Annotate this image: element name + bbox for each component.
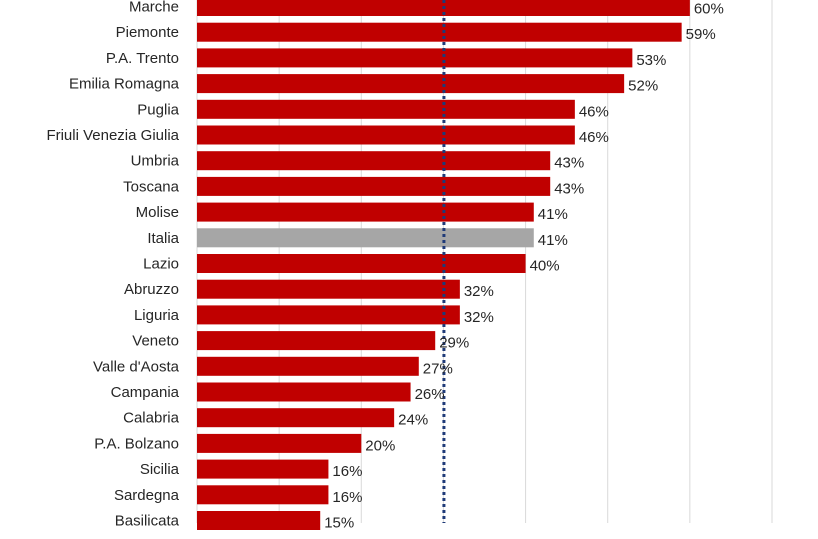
bar (197, 151, 551, 171)
value-label: 16% (332, 463, 362, 480)
category-label: Marche (129, 0, 179, 16)
category-label: Sicilia (140, 461, 180, 478)
bar (197, 305, 460, 325)
category-label: Friuli Venezia Giulia (46, 127, 179, 144)
value-label: 32% (464, 309, 494, 326)
category-label: Liguria (134, 307, 180, 324)
value-label: 26% (415, 386, 445, 403)
category-label: Puglia (137, 101, 179, 118)
bar (197, 125, 575, 145)
category-labels: Marche Piemonte P.A. Trento Emilia Romagna P… (46, 0, 179, 530)
category-label: Calabria (123, 410, 180, 427)
bars (197, 0, 690, 530)
bar (197, 176, 551, 196)
category-label: Abruzzo (124, 281, 179, 298)
value-label: 40% (530, 258, 560, 275)
value-label: 41% (538, 232, 568, 249)
category-label: Lazio (143, 256, 179, 273)
category-label: Valle d'Aosta (93, 358, 180, 375)
category-label: Italia (147, 230, 179, 247)
value-label: 46% (579, 129, 609, 146)
category-label: Piemonte (116, 24, 179, 41)
category-label: Umbria (131, 153, 180, 170)
bar (197, 356, 419, 376)
bar (197, 511, 321, 530)
value-label: 43% (554, 155, 584, 172)
bar (197, 459, 329, 479)
value-label: 15% (324, 515, 354, 532)
value-label: 32% (464, 283, 494, 300)
value-label: 41% (538, 206, 568, 223)
bar (197, 48, 633, 68)
bar (197, 279, 460, 299)
category-label: Emilia Romagna (69, 76, 180, 93)
category-label: Sardegna (114, 487, 180, 504)
bar (197, 254, 526, 273)
category-label: Molise (136, 204, 179, 221)
bar (197, 74, 625, 94)
value-label: 20% (365, 437, 395, 454)
value-label: 59% (686, 26, 716, 43)
bar (197, 202, 534, 222)
bar (197, 433, 362, 453)
value-label: 46% (579, 103, 609, 120)
value-label: 24% (398, 412, 428, 429)
value-label: 53% (636, 52, 666, 69)
value-label: 43% (554, 180, 584, 197)
value-label: 27% (423, 360, 453, 377)
bar (197, 485, 329, 505)
bar (197, 99, 575, 119)
category-label: P.A. Bolzano (94, 435, 179, 452)
category-label: P.A. Trento (106, 50, 179, 67)
value-labels: 60% 59% 53% 52% 46% 46% 43% 43% 41% 41% 40% 32% 32% 2… (324, 1, 724, 532)
value-label: 60% (694, 1, 724, 18)
category-label: Veneto (132, 333, 179, 350)
value-label: 29% (439, 335, 469, 352)
value-label: 52% (628, 78, 658, 95)
category-label: Basilicata (115, 513, 180, 530)
bar (197, 228, 534, 248)
bar (197, 331, 436, 351)
category-label: Campania (111, 384, 180, 401)
value-label: 16% (332, 489, 362, 506)
category-label: Toscana (123, 178, 180, 195)
bar (197, 382, 411, 402)
bar (197, 22, 682, 42)
bar (197, 408, 395, 428)
